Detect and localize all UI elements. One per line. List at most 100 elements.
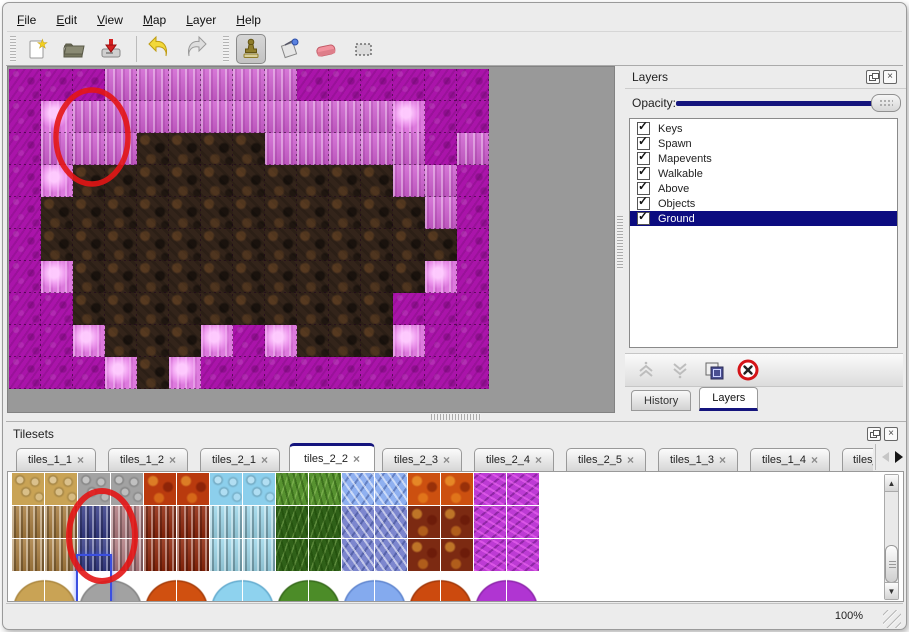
map-tile[interactable] [105,325,137,357]
map-tile[interactable] [137,261,169,293]
map-tile[interactable] [169,165,201,197]
map-tile[interactable] [73,357,105,389]
map-tile[interactable] [137,229,169,261]
tileset-tile[interactable] [375,506,407,538]
map-tile[interactable] [457,293,489,325]
map-tile[interactable] [105,261,137,293]
map-tile[interactable] [425,357,457,389]
map-tile[interactable] [41,165,73,197]
map-tile[interactable] [9,357,41,389]
close-panel-button[interactable]: × [883,69,897,84]
tileset-tile[interactable] [144,473,176,505]
map-tile[interactable] [233,133,265,165]
tileset-tile[interactable] [177,572,209,601]
map-canvas[interactable] [9,69,489,389]
map-tile[interactable] [361,357,393,389]
tileset-tile[interactable] [342,506,374,538]
map-tile[interactable] [105,293,137,325]
redo-button[interactable] [182,35,210,63]
map-tile[interactable] [169,261,201,293]
layer-row-above[interactable]: ✓ Above [630,179,897,196]
tileset-tile[interactable] [408,506,440,538]
map-tile[interactable] [105,69,137,101]
stamp-tool-button[interactable] [236,33,266,64]
tileset-tile[interactable] [111,506,143,538]
map-tile[interactable] [425,293,457,325]
map-tile[interactable] [201,325,233,357]
map-tile[interactable] [457,229,489,261]
tileset-tab-tiles_2_1[interactable]: tiles_2_1 × [200,448,280,471]
tileset-tab-tiles_1_1[interactable]: tiles_1_1 × [16,448,96,471]
tileset-tile[interactable] [408,572,440,601]
map-tile[interactable] [393,69,425,101]
tileset-tile-selected[interactable] [78,506,110,538]
map-tile[interactable] [41,293,73,325]
map-tile[interactable] [297,229,329,261]
close-panel-button[interactable]: × [884,426,898,441]
menu-item-view[interactable]: View [97,12,123,27]
layer-visibility-checkbox[interactable]: ✓ [637,209,650,225]
map-tile[interactable] [425,261,457,293]
map-tile[interactable] [169,101,201,133]
map-tile[interactable] [73,197,105,229]
map-tile[interactable] [233,101,265,133]
map-tile[interactable] [169,293,201,325]
eraser-tool-button[interactable] [312,35,340,63]
map-tile[interactable] [41,357,73,389]
tileset-tab-tiles_1_2[interactable]: tiles_1_2 × [108,448,188,471]
scroll-tabs-right-icon[interactable] [895,451,903,463]
map-tile[interactable] [169,357,201,389]
menu-item-help[interactable]: Help [236,12,261,27]
tileset-tile[interactable] [441,473,473,505]
map-tile[interactable] [137,197,169,229]
map-tile[interactable] [73,229,105,261]
map-tile[interactable] [425,101,457,133]
menu-item-edit[interactable]: Edit [56,12,78,27]
map-tile[interactable] [201,133,233,165]
map-tile[interactable] [361,261,393,293]
map-tile[interactable] [201,69,233,101]
tileset-tile[interactable] [210,539,242,571]
map-tile[interactable] [393,261,425,293]
map-tile[interactable] [361,133,393,165]
map-tile[interactable] [393,229,425,261]
map-tile[interactable] [105,165,137,197]
map-tile[interactable] [137,325,169,357]
tileset-scrollbar[interactable]: ▲ ▼ [884,474,899,600]
map-tile[interactable] [9,101,41,133]
layer-row-walkable[interactable]: ✓ Walkable [630,164,897,181]
map-tile[interactable] [329,229,361,261]
map-tile[interactable] [73,325,105,357]
map-tile[interactable] [329,69,361,101]
tileset-tile[interactable] [144,539,176,571]
tileset-tab-tiles_2_4[interactable]: tiles_2_4 × [474,448,554,471]
map-tile[interactable] [41,197,73,229]
close-tab-icon[interactable]: × [719,453,727,467]
map-tile[interactable] [361,197,393,229]
map-tile[interactable] [265,69,297,101]
tileset-tile[interactable] [309,506,341,538]
tileset-tile[interactable] [45,506,77,538]
map-tile[interactable] [361,325,393,357]
map-tile[interactable] [105,357,137,389]
map-tile[interactable] [233,325,265,357]
map-tile[interactable] [393,293,425,325]
map-tile[interactable] [137,101,169,133]
tileset-tile[interactable] [441,506,473,538]
tileset-tile[interactable] [210,473,242,505]
tileset-tile[interactable] [474,473,506,505]
splitter-grip-icon[interactable] [431,414,481,420]
tileset-tile[interactable] [78,572,110,601]
close-tab-icon[interactable]: × [443,453,451,467]
panel-tab-history[interactable]: History [631,390,692,411]
map-tile[interactable] [329,325,361,357]
float-panel-button[interactable] [867,426,881,441]
map-tile[interactable] [137,133,169,165]
tileset-tile[interactable] [45,539,77,571]
map-tile[interactable] [297,101,329,133]
tileset-view[interactable]: ▲ ▼ [7,471,904,602]
map-tile[interactable] [297,133,329,165]
map-tile[interactable] [393,101,425,133]
map-tile[interactable] [457,357,489,389]
map-tile[interactable] [457,197,489,229]
